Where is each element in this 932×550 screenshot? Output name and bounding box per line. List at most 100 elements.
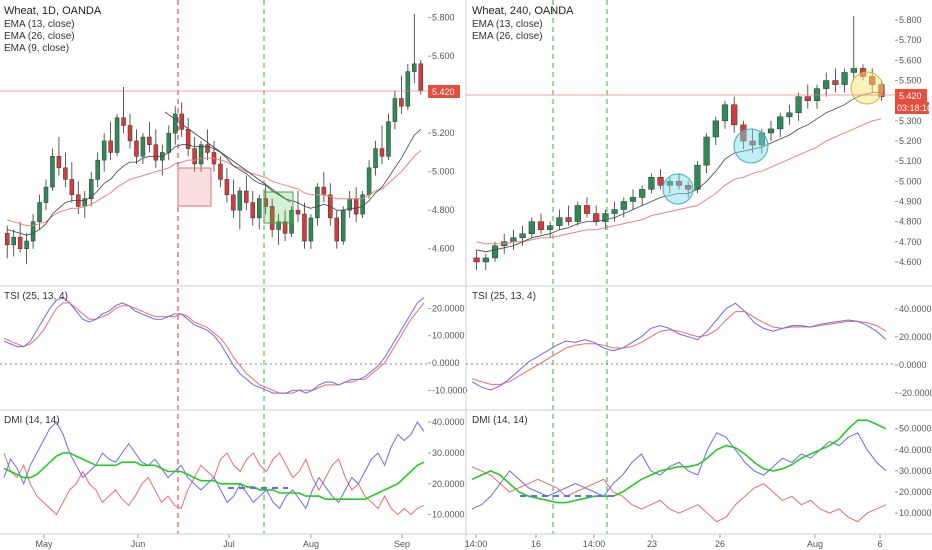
candle-body[interactable] [114,117,120,153]
candle-body[interactable] [565,217,572,222]
candle-body[interactable] [703,136,710,166]
candle-body[interactable] [721,104,729,122]
candle-body[interactable] [166,132,172,153]
candle-body[interactable] [666,181,673,186]
candle-body[interactable] [269,206,275,230]
right-price-axis[interactable]: 5.8005.7005.6005.5005.4005.3005.2005.100… [895,15,922,267]
candle-body[interactable] [153,144,159,161]
candle-body[interactable] [295,209,301,215]
candle-body[interactable] [657,177,664,186]
candle-body[interactable] [510,237,517,243]
candle-body[interactable] [134,140,139,157]
left-dmi-axis[interactable]: 40.0000 30.0000 20.0000 10.0000 [428,417,465,520]
candle-body[interactable] [602,213,609,222]
candle-body[interactable] [172,113,178,134]
candle-body[interactable] [11,236,16,246]
candle-body[interactable] [282,221,288,234]
candle-body[interactable] [823,80,830,89]
candle-body[interactable] [17,236,23,249]
candle-body[interactable] [224,179,230,196]
candle-body[interactable] [315,186,320,219]
candle-body[interactable] [777,116,784,130]
candle-body[interactable] [482,257,489,263]
candle-body[interactable] [88,179,94,199]
candle-body[interactable] [289,209,294,234]
candle-body[interactable] [237,190,243,211]
right-dmi-axis[interactable]: 50.0000 40.0000 30.0000 20.0000 10.0000 [895,424,932,518]
candle-body[interactable] [694,164,701,190]
candle-body[interactable] [56,156,62,169]
candle-body[interactable] [832,80,839,85]
candle-body[interactable] [675,181,683,186]
candle-body[interactable] [179,113,184,130]
candle-body[interactable] [850,68,857,73]
candle-body[interactable] [648,177,655,190]
candle-body[interactable] [593,213,600,222]
right-drawings[interactable] [552,0,884,534]
candle-body[interactable] [302,213,307,242]
right-tsi-axis[interactable]: 40.0000 20.0000 0.0000 -20.0000 [895,304,932,398]
candle-body[interactable] [276,221,281,230]
candle-body[interactable] [366,167,372,196]
candle-body[interactable] [547,225,554,230]
right-cyan-circle-2[interactable] [733,128,769,164]
candle-body[interactable] [611,209,618,214]
candle-body[interactable] [528,221,535,234]
candle-body[interactable] [629,197,637,202]
candle-body[interactable] [786,112,793,118]
candle-body[interactable] [43,186,49,203]
candle-body[interactable] [63,167,68,180]
candle-body[interactable] [185,129,191,149]
candle-body[interactable] [418,63,424,92]
left-tsi-axis[interactable]: 20.0000 10.0000 0.0000 -10.0000 [428,303,468,395]
candle-body[interactable] [749,140,756,146]
candle-body[interactable] [340,209,346,242]
candle-body[interactable] [537,221,545,230]
candle-body[interactable] [140,136,146,157]
left-green-box[interactable] [263,191,294,224]
candle-body[interactable] [841,72,848,85]
candle-body[interactable] [37,202,42,223]
candle-body[interactable] [379,148,385,157]
right-yellow-circle[interactable] [850,71,884,105]
candle-body[interactable] [108,140,113,153]
right-cyan-circle-1[interactable] [662,173,694,205]
candle-body[interactable] [583,205,591,214]
candle-body[interactable] [373,148,378,169]
candle-body[interactable] [127,125,133,142]
left-red-box[interactable] [177,167,212,207]
candle-body[interactable] [4,233,10,246]
candle-body[interactable] [147,136,152,145]
candle-body[interactable] [50,156,55,188]
candle-body[interactable] [574,205,581,222]
candle-body[interactable] [231,194,236,211]
candle-body[interactable] [30,221,36,242]
candle-body[interactable] [244,190,249,203]
candle-body[interactable] [519,233,526,238]
candle-body[interactable] [101,140,107,161]
candle-body[interactable] [731,104,738,126]
candle-body[interactable] [95,159,100,180]
candle-body[interactable] [121,117,126,126]
candle-body[interactable] [218,163,223,180]
candle-body[interactable] [256,198,262,219]
candle-body[interactable] [392,98,398,122]
candle-body[interactable] [69,179,75,196]
candle-body[interactable] [795,96,802,114]
candle-body[interactable] [308,217,314,242]
candle-body[interactable] [412,63,417,72]
right-candles[interactable] [473,16,885,270]
right-time-axis[interactable]: 14:00 16 14:00 23 26 Aug 6 [465,534,883,549]
candle-body[interactable] [767,128,775,134]
candle-body[interactable] [685,185,692,190]
candle-body[interactable] [205,144,210,153]
candle-body[interactable] [620,201,627,210]
left-drawings[interactable] [164,0,294,534]
candle-body[interactable] [473,257,480,263]
candle-body[interactable] [399,98,404,107]
candle-body[interactable] [556,217,563,226]
candle-body[interactable] [192,148,197,165]
candle-body[interactable] [804,96,811,101]
left-trendline[interactable] [164,111,291,203]
